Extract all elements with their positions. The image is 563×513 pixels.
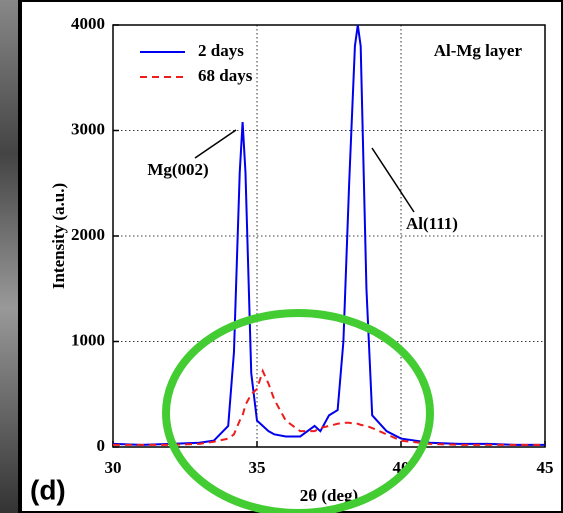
plot-frame [112,24,546,448]
y-tick-label: 3000 [71,119,105,138]
y-tick-label: 2000 [71,225,105,244]
y-tick-label: 4000 [71,14,105,33]
legend-label: 2 days [198,41,244,60]
micrograph-strip [0,0,20,513]
annotation: Mg(002) [147,160,208,179]
annotation: Al(111) [406,214,458,233]
highlight-ellipse [162,309,434,513]
legend-label: 68 days [198,66,253,85]
y-axis-label: Intensity (a.u.) [49,183,68,289]
annotation-leader [371,147,415,213]
data-line [112,24,545,446]
x-axis-label: 2θ (deg) [300,486,358,505]
panel-frame [18,0,563,513]
x-tick-label: 35 [249,458,266,477]
annotation-leader [194,129,237,159]
panel-label: (d) [30,474,66,505]
x-tick-label: 45 [537,458,554,477]
y-tick-label: 1000 [71,330,105,349]
y-tick-label: 0 [97,436,106,455]
data-line [113,368,545,446]
chart-title: Al-Mg layer [434,41,523,60]
x-tick-label: 30 [105,458,122,477]
